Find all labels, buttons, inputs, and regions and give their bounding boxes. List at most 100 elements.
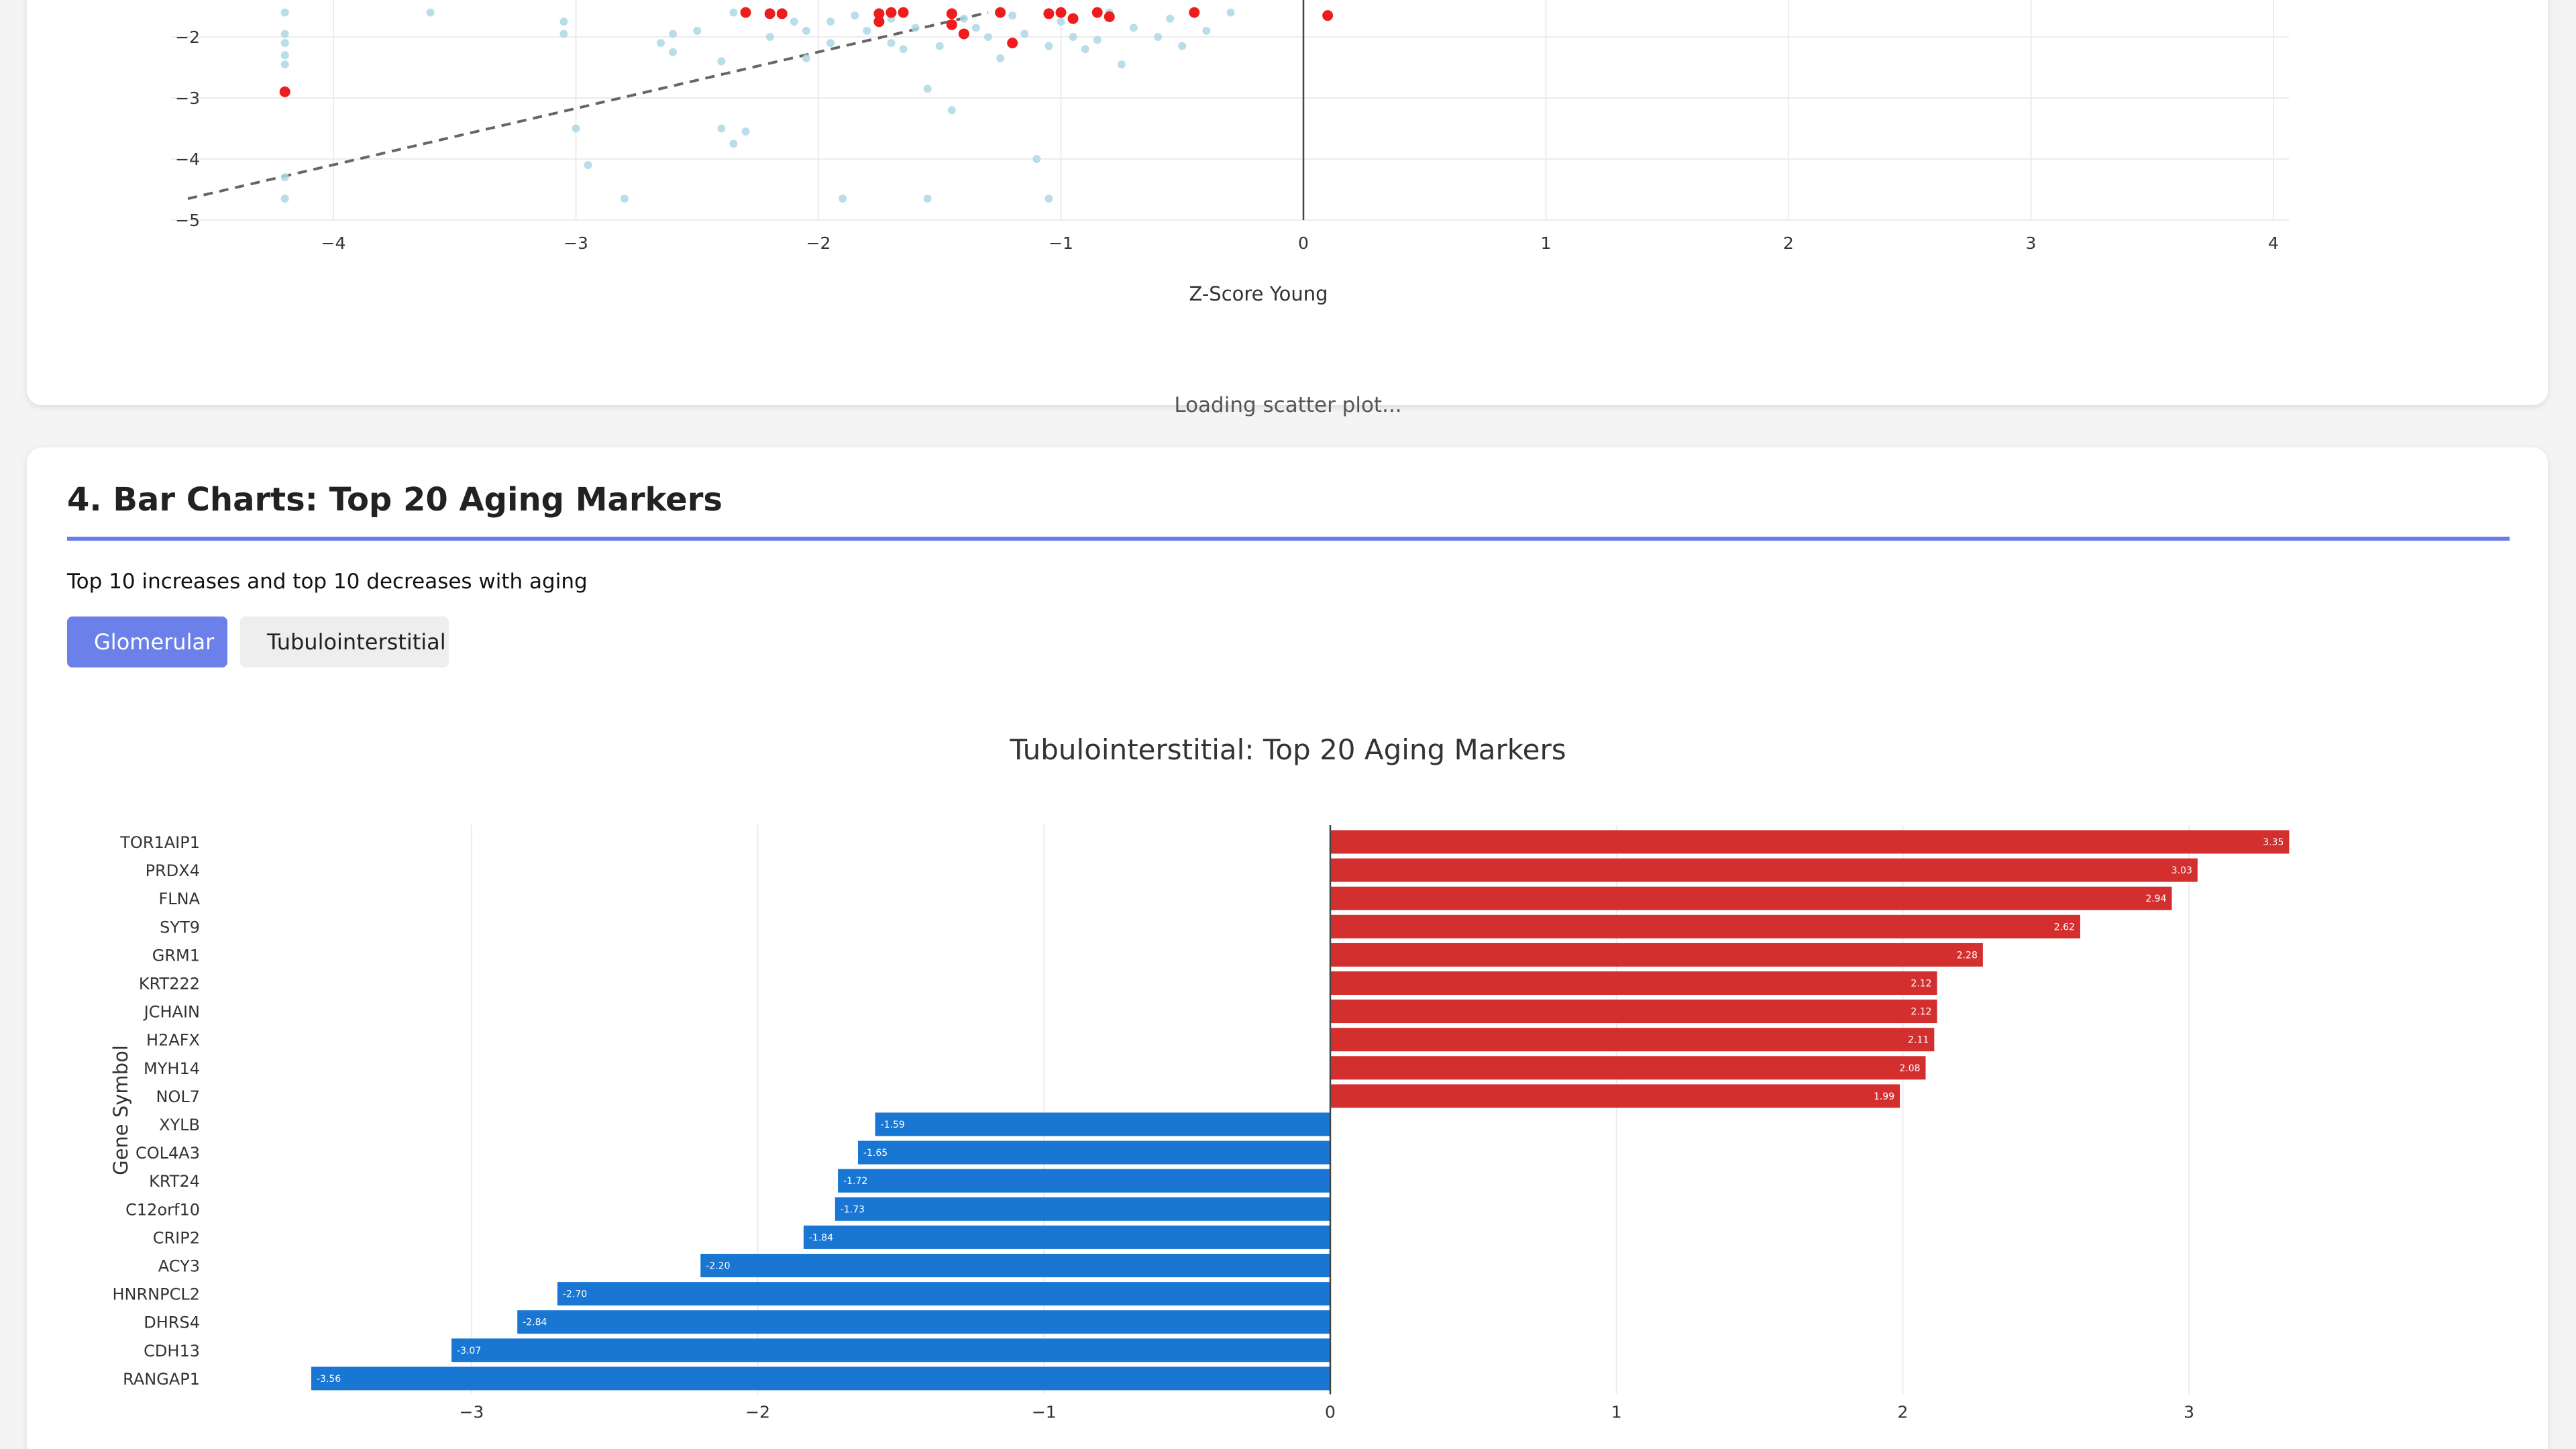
bar-category-label: COL4A3 <box>136 1144 200 1163</box>
bar-cdh13 <box>451 1338 1330 1362</box>
bar-value-label: 1.99 <box>1874 1091 1894 1102</box>
scatter-x-tick-label: −4 <box>321 233 346 253</box>
scatter-point <box>559 30 568 38</box>
scatter-point <box>802 54 810 62</box>
bar-value-label: -3.56 <box>317 1374 341 1385</box>
scatter-point <box>826 39 835 48</box>
bar-category-label: H2AFX <box>146 1031 200 1050</box>
scatter-point <box>1008 11 1017 20</box>
scatter-highlight-point <box>776 8 788 19</box>
scatter-highlight-point <box>1322 10 1334 21</box>
scatter-point <box>911 23 920 32</box>
bar-prdx4 <box>1330 858 2198 882</box>
scatter-highlight-point <box>946 8 957 19</box>
bar-value-label: 2.62 <box>2054 922 2075 932</box>
scatter-point <box>996 54 1005 62</box>
bar-value-label: -2.20 <box>706 1261 730 1272</box>
bar-value-label: 2.12 <box>1911 979 1931 989</box>
scatter-highlight-point <box>1007 38 1018 49</box>
bar-hnrnpcl2 <box>557 1282 1331 1306</box>
scatter-point <box>899 45 908 54</box>
bar-charts-card: 4. Bar Charts: Top 20 Aging Markers Top … <box>27 447 2548 1449</box>
bar-category-label: C12orf10 <box>125 1200 200 1219</box>
scatter-x-tick-label: 3 <box>2026 233 2037 253</box>
bar-category-label: KRT24 <box>149 1172 200 1191</box>
scatter-plot: −2 −3 −4 −5 −4 −3 −2 −1 0 1 2 3 4 Z-Score Young <box>171 0 2289 305</box>
scatter-point <box>1044 42 1053 50</box>
bar-syt9 <box>1330 914 2080 938</box>
scatter-point <box>280 30 289 38</box>
scatter-point <box>669 48 678 56</box>
scatter-x-tick-label: −1 <box>1049 233 1073 253</box>
scatter-card: −2 −3 −4 −5 −4 −3 −2 −1 0 1 2 3 4 Z-Score Young <box>27 0 2548 405</box>
bar-value-label: 2.94 <box>2145 894 2166 904</box>
scatter-point <box>935 42 944 50</box>
section-title: 4. Bar Charts: Top 20 Aging Markers <box>67 481 722 519</box>
scatter-point <box>1093 36 1102 44</box>
scatter-point <box>1178 42 1187 50</box>
bar-jchain <box>1330 1000 1937 1024</box>
bar-category-label: FLNA <box>158 890 200 908</box>
scatter-point <box>280 173 289 182</box>
bar-chart-title: Tubulointerstitial: Top 20 Aging Markers <box>1009 733 1566 766</box>
scatter-highlight-point <box>873 8 885 19</box>
scatter-point <box>923 85 932 93</box>
scatter-highlight-point <box>740 7 751 18</box>
bar-x-tick-label: −3 <box>459 1402 484 1421</box>
bar-value-label: 2.11 <box>1908 1035 1929 1046</box>
scatter-point <box>802 26 810 35</box>
bar-category-label: NOL7 <box>156 1087 200 1106</box>
bar-value-label: -3.07 <box>457 1346 481 1356</box>
scatter-point <box>839 195 847 203</box>
tubulointerstitial-button[interactable]: Tubulointerstitial <box>240 616 449 667</box>
scatter-point <box>1226 8 1235 17</box>
scatter-point <box>1166 14 1175 23</box>
bar-x-tick-label: −1 <box>1032 1402 1057 1421</box>
scatter-point <box>717 124 726 133</box>
bar-category-label: HNRNPCL2 <box>113 1285 201 1304</box>
bar-myh14 <box>1330 1056 1926 1080</box>
bar-chart: Tubulointerstitial: Top 20 Aging Markers… <box>109 733 2290 1421</box>
glomerular-button[interactable]: Glomerular <box>67 616 227 667</box>
scatter-point <box>790 17 798 26</box>
bar-value-label: -2.84 <box>523 1318 547 1328</box>
scatter-point <box>1081 45 1089 54</box>
scatter-highlight-point <box>764 8 775 19</box>
scatter-point <box>971 23 980 32</box>
scatter-point <box>729 8 738 17</box>
scatter-loading-text: Loading scatter plot... <box>1174 393 1402 417</box>
scatter-point <box>717 57 726 66</box>
scatter-point <box>1154 33 1163 41</box>
bar-col4a3 <box>857 1140 1330 1165</box>
bar-category-label: PRDX4 <box>146 861 200 880</box>
scatter-highlight-point <box>873 16 885 28</box>
scatter-highlight-point <box>1043 8 1055 19</box>
bar-crip2 <box>803 1225 1330 1249</box>
scatter-x-tick-label: 4 <box>2268 233 2279 253</box>
scatter-point <box>584 161 592 170</box>
bar-dhrs4 <box>517 1310 1330 1334</box>
scatter-highlight-point <box>1189 7 1200 18</box>
bar-rangap1 <box>311 1366 1330 1391</box>
scatter-highlight-point <box>1067 13 1079 24</box>
scatter-point <box>1020 30 1029 38</box>
scatter-point <box>947 106 956 115</box>
scatter-point <box>923 195 932 203</box>
scatter-point <box>669 30 678 38</box>
bar-flna <box>1330 886 2172 910</box>
scatter-y-tick-label: −4 <box>175 150 200 169</box>
scatter-highlight-point <box>898 7 909 18</box>
bar-x-tick-label: 2 <box>1897 1402 1908 1421</box>
scatter-x-tick-label: −3 <box>564 233 588 253</box>
bar-value-label: 2.28 <box>1957 950 1978 961</box>
bar-category-label: DHRS4 <box>144 1313 200 1332</box>
scatter-point <box>572 124 580 133</box>
bar-krt222 <box>1330 971 1937 995</box>
bar-value-label: 2.12 <box>1911 1007 1931 1018</box>
scatter-point <box>657 39 665 48</box>
bar-krt24 <box>838 1169 1330 1193</box>
title-underline <box>67 537 2510 541</box>
bar-x-tick-label: 0 <box>1325 1402 1336 1421</box>
scatter-x-tick-label: −2 <box>806 233 831 253</box>
